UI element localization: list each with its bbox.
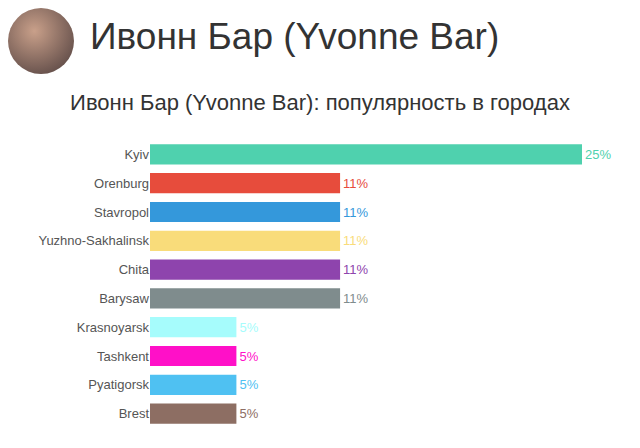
svg-text:11%: 11% (343, 205, 368, 220)
svg-text:Orenburg: Orenburg (94, 176, 149, 191)
svg-text:Chita: Chita (119, 262, 150, 277)
svg-text:5%: 5% (239, 320, 258, 335)
svg-text:Tashkent: Tashkent (97, 349, 149, 364)
svg-text:Pyatigorsk: Pyatigorsk (88, 377, 149, 392)
svg-text:11%: 11% (343, 176, 368, 191)
svg-text:Kyiv: Kyiv (124, 147, 149, 162)
html-text:Ивонн Бар (Yvonne Bar): Ивонн Бар (Yvonne Bar) (90, 16, 500, 57)
svg-text:Barysaw: Barysaw (99, 291, 149, 306)
svg-text:11%: 11% (343, 291, 368, 306)
svg-text:11%: 11% (343, 233, 368, 248)
svg-text:Yuzhno-Sakhalinsk: Yuzhno-Sakhalinsk (38, 233, 149, 248)
svg-text:25%: 25% (585, 147, 611, 162)
svg-text:Krasnoyarsk: Krasnoyarsk (77, 320, 150, 335)
svg-text:5%: 5% (239, 406, 258, 421)
svg-text:11%: 11% (343, 262, 368, 277)
svg-text:Brest: Brest (119, 406, 150, 421)
svg-text:Stavropol: Stavropol (94, 205, 149, 220)
svg-text:Ивонн Бар (Yvonne Bar): популя: Ивонн Бар (Yvonne Bar): популярность в г… (70, 90, 570, 115)
svg-text:5%: 5% (239, 377, 258, 392)
svg-text:5%: 5% (239, 349, 258, 364)
